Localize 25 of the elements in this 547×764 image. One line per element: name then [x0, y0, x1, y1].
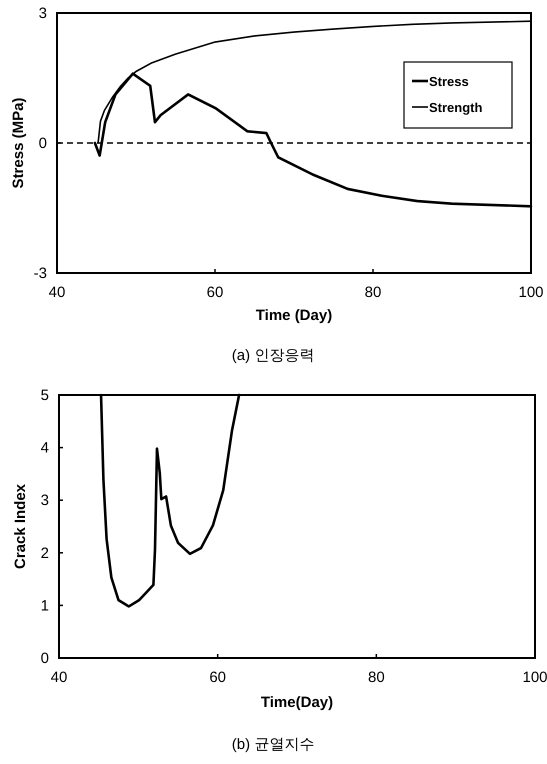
- x-tick-label: 40: [50, 669, 68, 686]
- x-tick-label: 80: [368, 669, 385, 686]
- y-tick-label: 0: [40, 650, 49, 667]
- legend-label: Stress: [429, 74, 469, 89]
- y-tick-label: 0: [38, 135, 47, 152]
- legend-label: Strength: [429, 100, 482, 115]
- text: (b) 균열지수: [232, 736, 314, 753]
- y-tick-label: 1: [40, 597, 49, 614]
- x-tick-label: 100: [522, 669, 547, 686]
- x-tick-label: 100: [518, 284, 544, 301]
- y-tick-label: 4: [40, 440, 49, 457]
- y-axis-title: Stress (MPa): [10, 98, 27, 188]
- x-tick-label: 40: [48, 284, 66, 301]
- y-tick-label: 3: [40, 492, 49, 510]
- x-tick-label: 60: [206, 284, 224, 301]
- x-tick-label: 60: [209, 669, 226, 686]
- x-axis-title: Time(Day): [260, 694, 334, 711]
- y-tick-label: 3: [38, 5, 47, 22]
- y-axis-title: Crack Index: [12, 483, 29, 570]
- text: (a) 인장응력: [232, 347, 314, 364]
- x-tick-label: 80: [364, 284, 382, 301]
- x-axis-title: Time (Day): [256, 307, 332, 324]
- y-tick-label: 5: [40, 387, 49, 404]
- y-tick-label: 2: [40, 544, 49, 562]
- y-tick-label: -3: [34, 265, 47, 282]
